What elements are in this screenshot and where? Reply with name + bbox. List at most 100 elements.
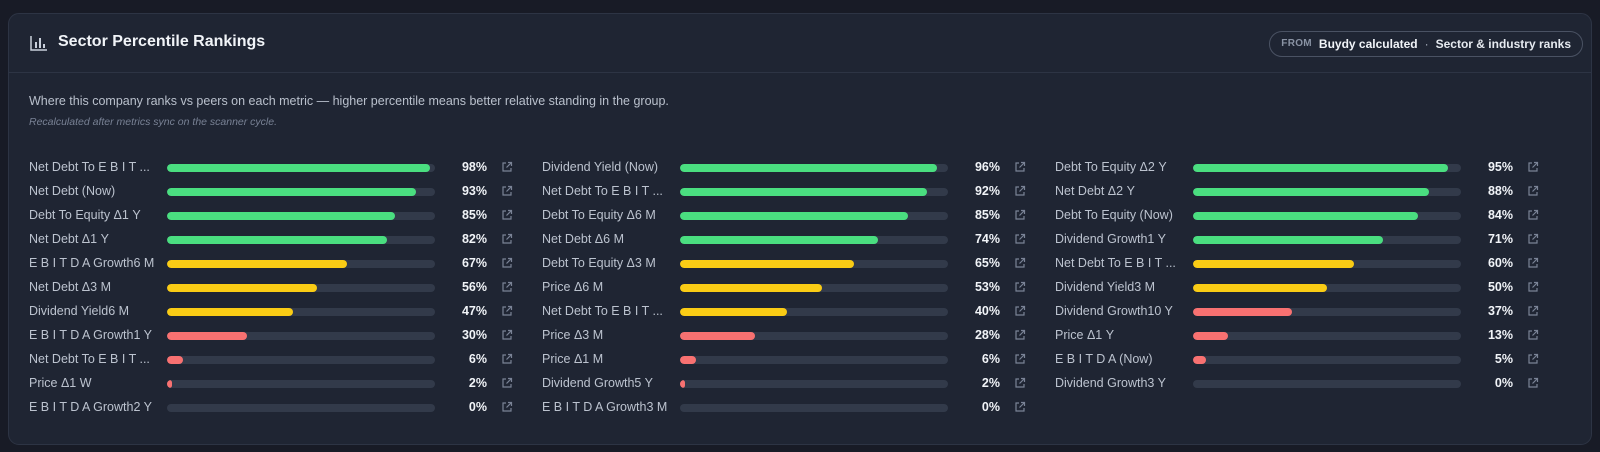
metric-row: Debt To Equity Δ6 M 85% — [542, 204, 1026, 228]
source-scope: Sector & industry ranks — [1435, 37, 1571, 51]
metric-label: Dividend Yield3 M — [1055, 280, 1156, 294]
external-link-icon[interactable] — [501, 281, 513, 293]
metric-label: Dividend Yield (Now) — [542, 160, 659, 174]
percentile-bar-fill — [167, 332, 248, 340]
percentile-bar-fill — [1193, 356, 1207, 364]
percentile-bar-track — [1193, 356, 1461, 364]
metric-label: Net Debt Δ6 M — [542, 232, 624, 246]
metric-row: E B I T D A (Now) 5% — [1055, 348, 1539, 372]
external-link-icon[interactable] — [501, 209, 513, 221]
metric-label: Dividend Growth10 Y — [1055, 304, 1173, 318]
metric-row: Net Debt (Now) 93% — [29, 180, 513, 204]
percentile-value: 2% — [468, 376, 487, 390]
external-link-icon[interactable] — [501, 401, 513, 413]
external-link-icon[interactable] — [1527, 329, 1539, 341]
external-link-icon[interactable] — [501, 257, 513, 269]
percentile-bar-track — [680, 308, 948, 316]
percentile-bar-track — [1193, 260, 1461, 268]
percentile-value: 95% — [1487, 160, 1513, 174]
metric-label: Net Debt Δ2 Y — [1055, 184, 1135, 198]
metric-row: Net Debt To E B I T ... 92% — [542, 180, 1026, 204]
card-note: Recalculated after metrics sync on the s… — [29, 116, 278, 128]
percentile-value: 60% — [1487, 256, 1513, 270]
percentile-bar-track — [680, 260, 948, 268]
percentile-value: 6% — [981, 352, 1000, 366]
percentile-bar-track — [167, 188, 435, 196]
metric-label: Net Debt To E B I T ... — [1055, 256, 1176, 270]
metric-row: Net Debt Δ1 Y 82% — [29, 228, 513, 252]
external-link-icon[interactable] — [1527, 233, 1539, 245]
source-badge: FROM Buydy calculated · Sector & industr… — [1269, 31, 1583, 57]
percentile-value: 82% — [461, 232, 487, 246]
percentile-value: 0% — [468, 400, 487, 414]
metric-row: Net Debt Δ2 Y 88% — [1055, 180, 1539, 204]
percentile-bar-fill — [1193, 164, 1448, 172]
percentile-value: 88% — [1487, 184, 1513, 198]
external-link-icon[interactable] — [1014, 401, 1026, 413]
metric-label: E B I T D A Growth2 Y — [29, 400, 152, 414]
external-link-icon[interactable] — [1014, 305, 1026, 317]
metric-row: Debt To Equity Δ2 Y 95% — [1055, 156, 1539, 180]
percentile-bar-track — [167, 260, 435, 268]
metric-label: E B I T D A Growth1 Y — [29, 328, 152, 342]
percentile-bar-fill — [680, 356, 697, 364]
metric-label: Price Δ1 Y — [1055, 328, 1115, 342]
metric-label: Dividend Growth3 Y — [1055, 376, 1166, 390]
external-link-icon[interactable] — [1527, 377, 1539, 389]
percentile-bar-fill — [680, 212, 908, 220]
metric-row: Net Debt To E B I T ... 60% — [1055, 252, 1539, 276]
percentile-bar-track — [680, 356, 948, 364]
metric-row: E B I T D A Growth6 M 67% — [29, 252, 513, 276]
percentile-value: 65% — [974, 256, 1000, 270]
percentile-bar-fill — [167, 380, 173, 388]
external-link-icon[interactable] — [1014, 233, 1026, 245]
percentile-bar-track — [680, 236, 948, 244]
percentile-value: 71% — [1487, 232, 1513, 246]
metric-row: Price Δ1 Y 13% — [1055, 324, 1539, 348]
percentile-bar-track — [1193, 308, 1461, 316]
metric-label: Debt To Equity Δ1 Y — [29, 208, 141, 222]
percentile-value: 37% — [1487, 304, 1513, 318]
metric-row: Debt To Equity Δ3 M 65% — [542, 252, 1026, 276]
external-link-icon[interactable] — [1527, 185, 1539, 197]
external-link-icon[interactable] — [501, 353, 513, 365]
external-link-icon[interactable] — [1014, 353, 1026, 365]
card-title: Sector Percentile Rankings — [58, 33, 266, 50]
external-link-icon[interactable] — [501, 305, 513, 317]
external-link-icon[interactable] — [1014, 281, 1026, 293]
card-description: Where this company ranks vs peers on eac… — [29, 94, 669, 108]
external-link-icon[interactable] — [1014, 377, 1026, 389]
metric-label: Price Δ1 M — [542, 352, 604, 366]
percentile-bar-fill — [680, 260, 855, 268]
external-link-icon[interactable] — [1527, 161, 1539, 173]
percentile-bar-fill — [680, 308, 788, 316]
metric-label: Net Debt To E B I T ... — [29, 160, 150, 174]
external-link-icon[interactable] — [1014, 185, 1026, 197]
percentile-bar-fill — [167, 308, 293, 316]
external-link-icon[interactable] — [1014, 329, 1026, 341]
external-link-icon[interactable] — [1527, 305, 1539, 317]
external-link-icon[interactable] — [501, 329, 513, 341]
external-link-icon[interactable] — [501, 377, 513, 389]
percentile-bar-track — [1193, 164, 1461, 172]
metric-label: Price Δ3 M — [542, 328, 604, 342]
external-link-icon[interactable] — [1014, 209, 1026, 221]
card-header: Sector Percentile Rankings FROM Buydy ca… — [9, 14, 1591, 73]
external-link-icon[interactable] — [1527, 353, 1539, 365]
external-link-icon[interactable] — [1527, 281, 1539, 293]
metric-label: E B I T D A (Now) — [1055, 352, 1153, 366]
external-link-icon[interactable] — [501, 161, 513, 173]
percentile-bar-fill — [167, 260, 347, 268]
metric-row: Dividend Yield6 M 47% — [29, 300, 513, 324]
metric-label: Debt To Equity Δ3 M — [542, 256, 656, 270]
metric-row: Price Δ3 M 28% — [542, 324, 1026, 348]
external-link-icon[interactable] — [1014, 161, 1026, 173]
external-link-icon[interactable] — [501, 185, 513, 197]
external-link-icon[interactable] — [1527, 209, 1539, 221]
metric-label: E B I T D A Growth3 M — [542, 400, 668, 414]
external-link-icon[interactable] — [501, 233, 513, 245]
external-link-icon[interactable] — [1014, 257, 1026, 269]
external-link-icon[interactable] — [1527, 257, 1539, 269]
percentile-value: 40% — [974, 304, 1000, 318]
percentile-bar-track — [680, 380, 948, 388]
